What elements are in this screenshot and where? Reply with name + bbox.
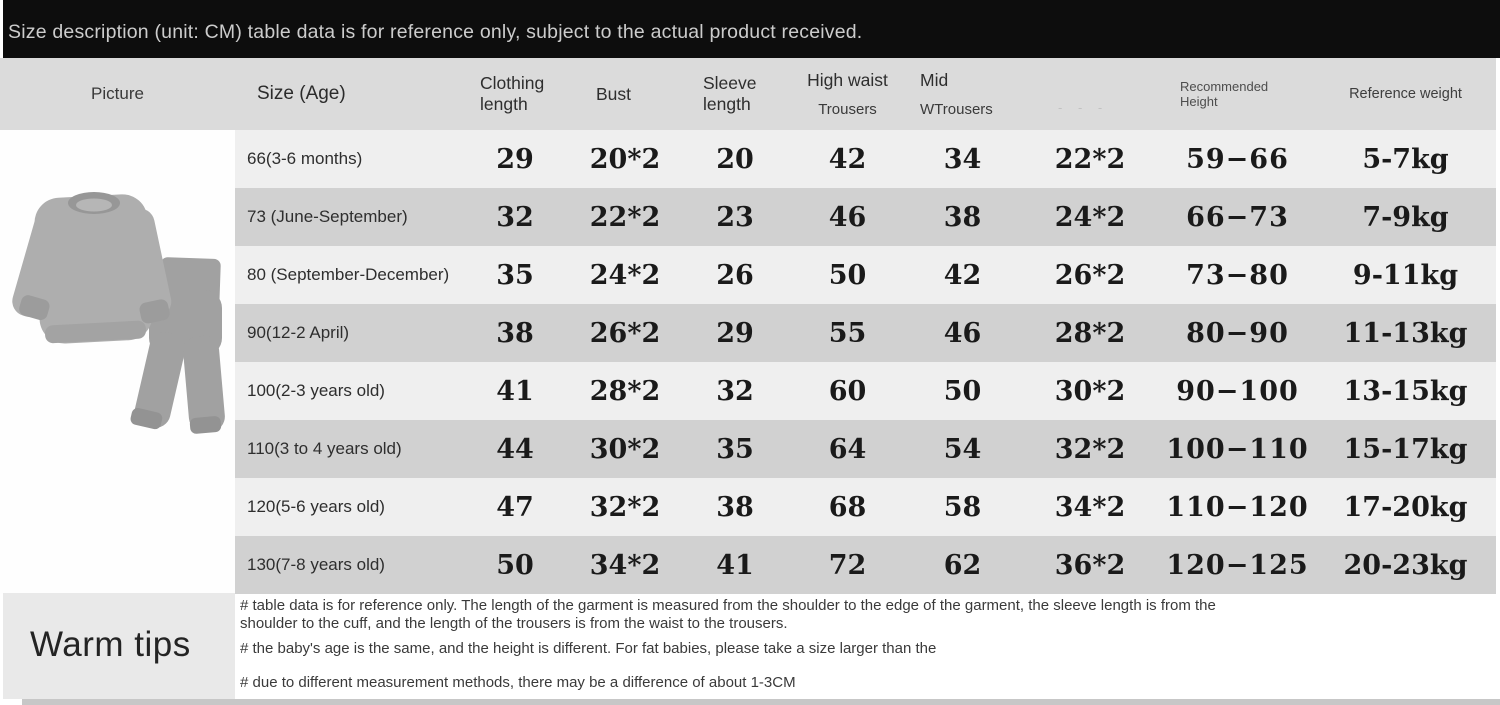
warm-tips-notes: # table data is for reference only. The …: [240, 597, 1245, 691]
cell-mid-waist-trousers: 54: [905, 420, 1020, 478]
table-body: 66(3-6 months) 29 20*2 20 42 34 22*2 59−…: [235, 130, 1496, 594]
cell-mid-waist-trousers: 50: [905, 362, 1020, 420]
table-header-row: Picture Size (Age) Clothing length Bust …: [0, 58, 1496, 130]
cell-hip: 24*2: [1020, 188, 1160, 246]
cell-reference-weight: 11-13kg: [1315, 304, 1496, 362]
cell-high-waist-trousers: 55: [790, 304, 905, 362]
cell-size-age: 110(3 to 4 years old): [235, 420, 460, 478]
cell-sleeve-length: 38: [680, 478, 790, 536]
cell-reference-weight: 20-23kg: [1315, 536, 1496, 594]
header-sleeve-length: Sleeve length: [703, 73, 757, 114]
cell-hip: 36*2: [1020, 536, 1160, 594]
size-description-banner: Size description (unit: CM) table data i…: [3, 0, 1500, 58]
cell-recommended-height: 100−110: [1160, 420, 1315, 478]
cell-hip: 32*2: [1020, 420, 1160, 478]
cell-bust: 28*2: [570, 362, 680, 420]
cell-mid-waist-trousers: 34: [905, 130, 1020, 188]
cell-hip: 34*2: [1020, 478, 1160, 536]
cell-sleeve-length: 32: [680, 362, 790, 420]
cell-reference-weight: 15-17kg: [1315, 420, 1496, 478]
header-bust: Bust: [596, 83, 632, 104]
cell-hip: 28*2: [1020, 304, 1160, 362]
cell-hip: 30*2: [1020, 362, 1160, 420]
header-high-waist-trousers: High waist Trousers: [807, 70, 888, 118]
cell-mid-waist-trousers: 38: [905, 188, 1020, 246]
cell-recommended-height: 66−73: [1160, 188, 1315, 246]
erased-header-marks: - - -: [1058, 99, 1109, 115]
cell-high-waist-trousers: 60: [790, 362, 905, 420]
header-mid-waist-trousers: Mid WTrousers: [920, 70, 993, 118]
cell-sleeve-length: 23: [680, 188, 790, 246]
cell-sleeve-length: 20: [680, 130, 790, 188]
cell-clothing-length: 32: [460, 188, 570, 246]
cell-high-waist-trousers: 42: [790, 130, 905, 188]
note-tolerance: # due to different measurement methods, …: [240, 673, 796, 691]
cell-clothing-length: 41: [460, 362, 570, 420]
cell-recommended-height: 90−100: [1160, 362, 1315, 420]
cell-high-waist-trousers: 68: [790, 478, 905, 536]
cell-mid-waist-trousers: 58: [905, 478, 1020, 536]
cell-recommended-height: 80−90: [1160, 304, 1315, 362]
cell-size-age: 80 (September-December): [235, 246, 460, 304]
cell-size-age: 130(7-8 years old): [235, 536, 460, 594]
cell-size-age: 100(2-3 years old): [235, 362, 460, 420]
baby-clothing-set-illustration: [12, 192, 225, 434]
note-sizing: # the baby's age is the same, and the he…: [240, 640, 937, 657]
cell-hip: 26*2: [1020, 246, 1160, 304]
cell-clothing-length: 38: [460, 304, 570, 362]
header-clothing-length: Clothing length: [480, 73, 545, 114]
cell-bust: 30*2: [570, 420, 680, 478]
cell-sleeve-length: 35: [680, 420, 790, 478]
cell-high-waist-trousers: 72: [790, 536, 905, 594]
cell-reference-weight: 7-9kg: [1315, 188, 1496, 246]
cell-sleeve-length: 41: [680, 536, 790, 594]
cell-clothing-length: 29: [460, 130, 570, 188]
header-picture: Picture: [91, 84, 144, 103]
cell-high-waist-trousers: 64: [790, 420, 905, 478]
cell-reference-weight: 13-15kg: [1315, 362, 1496, 420]
banner-text: Size description (unit: CM) table data i…: [8, 20, 863, 43]
cell-sleeve-length: 29: [680, 304, 790, 362]
cell-clothing-length: 44: [460, 420, 570, 478]
cell-size-age: 73 (June-September): [235, 188, 460, 246]
product-picture: [0, 130, 235, 594]
cell-bust: 32*2: [570, 478, 680, 536]
cell-recommended-height: 110−120: [1160, 478, 1315, 536]
cell-bust: 24*2: [570, 246, 680, 304]
cell-recommended-height: 73−80: [1160, 246, 1315, 304]
header-reference-weight: Reference weight: [1349, 86, 1462, 102]
cell-mid-waist-trousers: 62: [905, 536, 1020, 594]
cell-high-waist-trousers: 46: [790, 188, 905, 246]
cell-clothing-length: 47: [460, 478, 570, 536]
note-measurement: # table data is for reference only. The …: [240, 597, 1216, 632]
header-hip-blank: - - -: [1020, 58, 1160, 130]
cell-bust: 22*2: [570, 188, 680, 246]
cell-reference-weight: 5-7kg: [1315, 130, 1496, 188]
cell-high-waist-trousers: 50: [790, 246, 905, 304]
cell-clothing-length: 35: [460, 246, 570, 304]
cell-hip: 22*2: [1020, 130, 1160, 188]
warm-tips-box: Warm tips: [3, 593, 235, 699]
cell-mid-waist-trousers: 46: [905, 304, 1020, 362]
cell-size-age: 120(5-6 years old): [235, 478, 460, 536]
cell-recommended-height: 120−125: [1160, 536, 1315, 594]
cell-size-age: 90(12-2 April): [235, 304, 460, 362]
cell-sleeve-length: 26: [680, 246, 790, 304]
bottom-strip: [22, 699, 1500, 705]
cell-mid-waist-trousers: 42: [905, 246, 1020, 304]
cell-reference-weight: 17-20kg: [1315, 478, 1496, 536]
cell-reference-weight: 9-11kg: [1315, 246, 1496, 304]
cell-bust: 34*2: [570, 536, 680, 594]
header-size-age: Size (Age): [257, 83, 346, 104]
cell-recommended-height: 59−66: [1160, 130, 1315, 188]
cell-bust: 20*2: [570, 130, 680, 188]
header-recommended-height: Recommended Height: [1180, 79, 1269, 109]
cell-size-age: 66(3-6 months): [235, 130, 460, 188]
cell-clothing-length: 50: [460, 536, 570, 594]
cell-bust: 26*2: [570, 304, 680, 362]
warm-tips-title: Warm tips: [30, 625, 191, 664]
